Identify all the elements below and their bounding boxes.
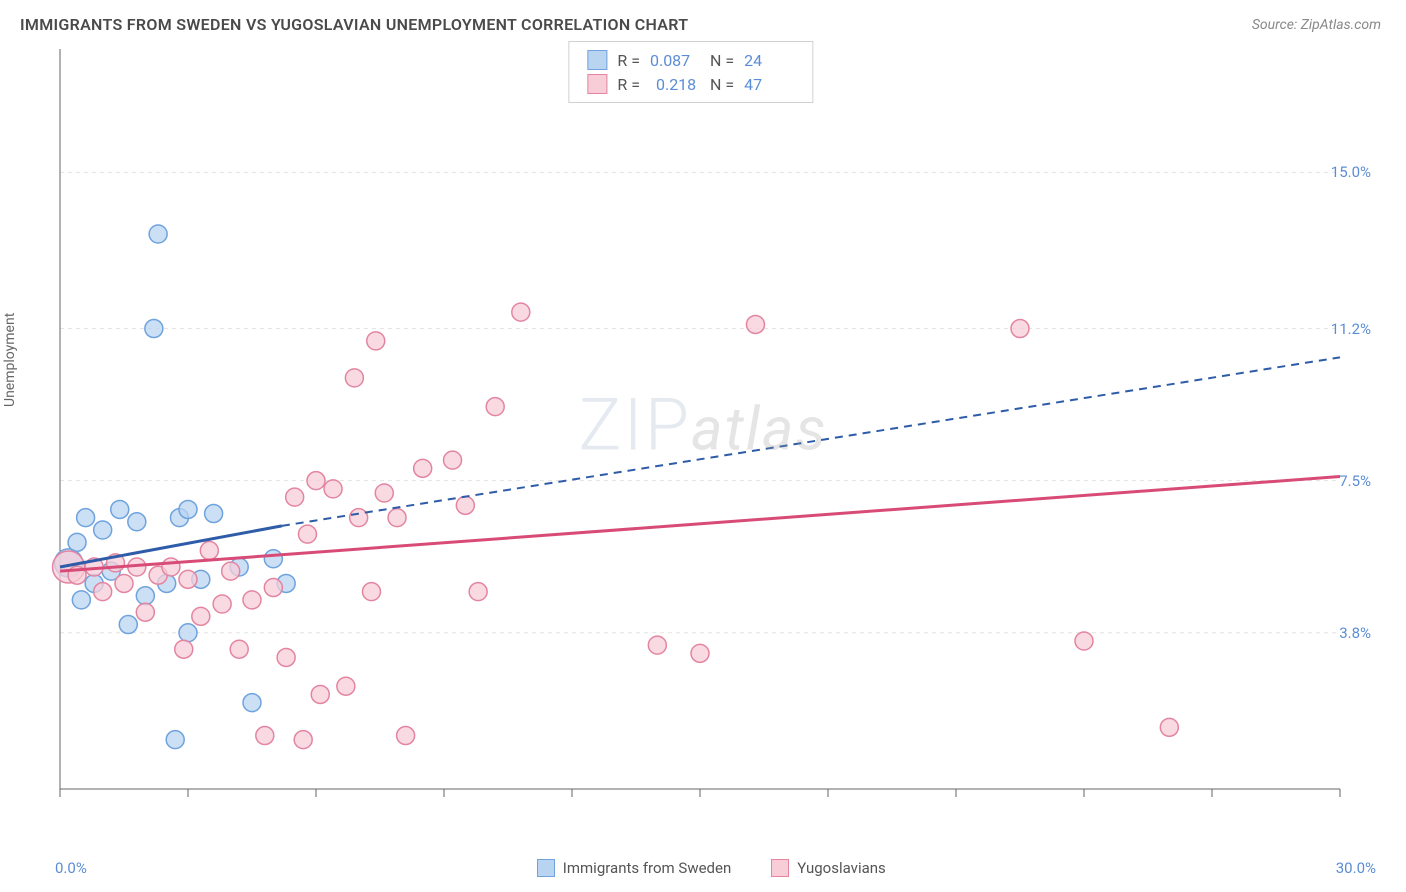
y-tick-label: 11.2% bbox=[1331, 320, 1371, 338]
legend-swatch-1 bbox=[537, 859, 555, 877]
legend: Immigrants from Sweden Yugoslavians bbox=[537, 859, 886, 877]
stats-box: R = 0.087 N = 24 R = 0.218 N = 47 bbox=[568, 41, 813, 103]
x-max-label: 30.0% bbox=[1336, 859, 1376, 877]
legend-label-1: Immigrants from Sweden bbox=[563, 859, 731, 877]
n-label-2: N = bbox=[710, 75, 734, 94]
legend-item-2: Yugoslavians bbox=[771, 859, 886, 877]
r-value-1: 0.087 bbox=[650, 51, 700, 70]
scatter-chart bbox=[20, 39, 1360, 819]
footer: 0.0% Immigrants from Sweden Yugoslavians… bbox=[0, 859, 1406, 877]
stats-row-2: R = 0.218 N = 47 bbox=[587, 72, 794, 96]
stats-row-1: R = 0.087 N = 24 bbox=[587, 48, 794, 72]
n-value-2: 47 bbox=[744, 75, 794, 94]
y-tick-label: 3.8% bbox=[1339, 624, 1371, 642]
swatch-series-1 bbox=[587, 50, 607, 70]
r-value-2: 0.218 bbox=[650, 75, 700, 94]
r-label: R = bbox=[617, 51, 640, 70]
legend-item-1: Immigrants from Sweden bbox=[537, 859, 731, 877]
chart-container: Unemployment ZIPatlas R = 0.087 N = 24 R… bbox=[20, 39, 1386, 819]
y-tick-label: 7.5% bbox=[1339, 472, 1371, 490]
legend-swatch-2 bbox=[771, 859, 789, 877]
n-label: N = bbox=[710, 51, 734, 70]
y-tick-label: 15.0% bbox=[1331, 163, 1371, 181]
r-label-2: R = bbox=[617, 75, 640, 94]
chart-title: IMMIGRANTS FROM SWEDEN VS YUGOSLAVIAN UN… bbox=[20, 15, 688, 34]
y-axis-label: Unemployment bbox=[2, 313, 18, 407]
x-min-label: 0.0% bbox=[55, 859, 87, 877]
n-value-1: 24 bbox=[744, 51, 794, 70]
header: IMMIGRANTS FROM SWEDEN VS YUGOSLAVIAN UN… bbox=[0, 0, 1406, 39]
swatch-series-2 bbox=[587, 74, 607, 94]
legend-label-2: Yugoslavians bbox=[797, 859, 886, 877]
source-label: Source: ZipAtlas.com bbox=[1252, 17, 1381, 33]
